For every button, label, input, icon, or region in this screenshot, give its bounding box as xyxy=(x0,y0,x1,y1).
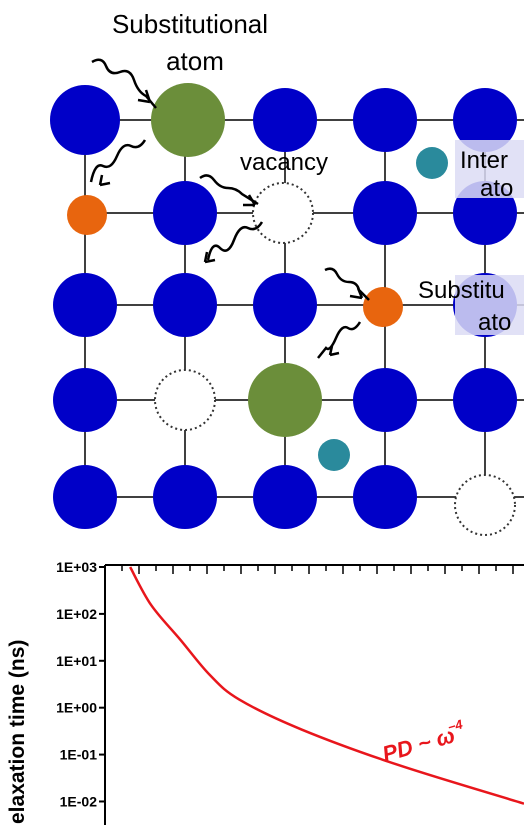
y-axis-label: elaxation time (ns) xyxy=(6,640,29,824)
figure: Substitutional atom vacancy Inter ato Su… xyxy=(0,0,524,825)
annotation-text: PD ~ ω xyxy=(379,722,457,766)
y-tick-label: 1E-02 xyxy=(60,793,98,809)
wave-arrows xyxy=(91,60,369,358)
y-tick-label: 1E+00 xyxy=(56,700,97,716)
label: Inter xyxy=(460,147,508,174)
annotation-superscript: −4 xyxy=(446,716,465,735)
y-tick-label: 1E+01 xyxy=(56,653,97,669)
y-tick-label: 1E-01 xyxy=(60,747,98,763)
label: ato xyxy=(478,309,511,336)
label: Substitutional xyxy=(112,9,268,39)
label: ato xyxy=(480,175,513,202)
label: vacancy xyxy=(240,149,328,176)
chart: 1E+03 1E+02 1E+01 1E+00 1E-01 1E-02 elaxation … xyxy=(6,559,524,825)
label: Substitu xyxy=(418,277,505,304)
y-tick-label: 1E+02 xyxy=(56,606,97,622)
page: Substitutional atom vacancy Inter ato Su… xyxy=(0,0,524,825)
line-series xyxy=(130,567,524,804)
annotation: PD ~ ω−4 xyxy=(379,716,469,767)
y-tick-label: 1E+03 xyxy=(56,559,97,575)
label: atom xyxy=(166,46,224,76)
